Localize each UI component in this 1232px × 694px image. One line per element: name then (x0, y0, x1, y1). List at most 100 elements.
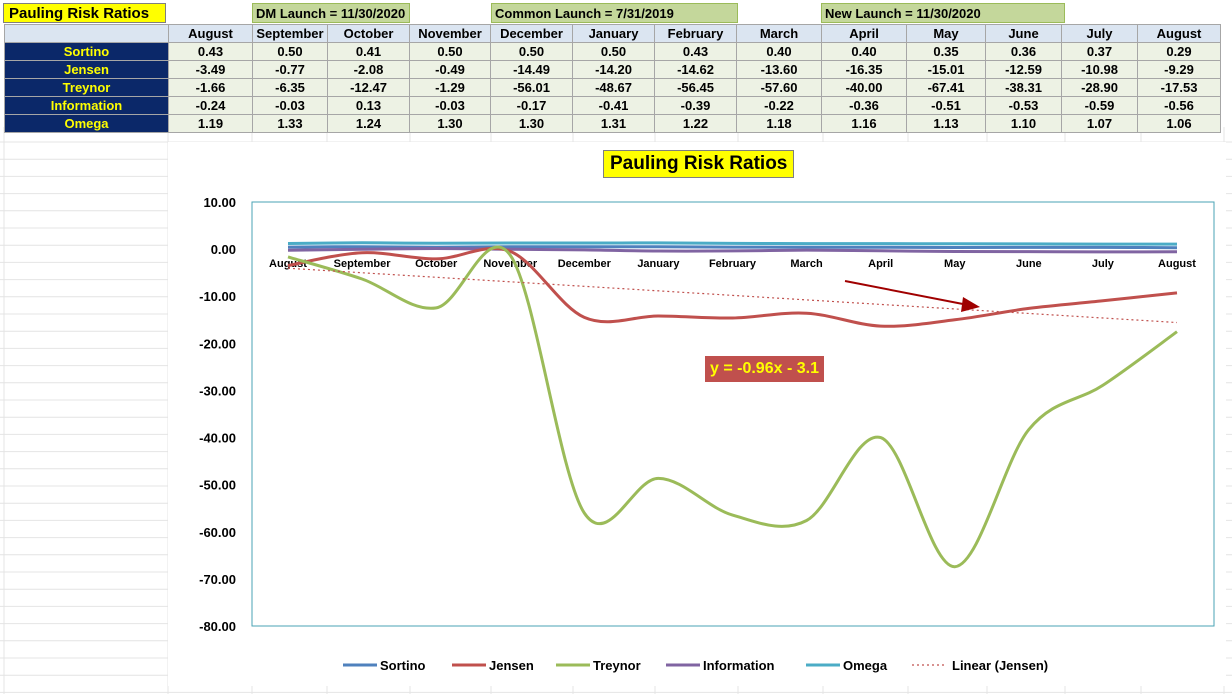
value-cell[interactable]: -67.41 (906, 78, 986, 97)
value-cell[interactable]: -48.67 (572, 78, 655, 97)
x-tick-label: January (637, 258, 680, 270)
value-cell[interactable]: -40.00 (821, 78, 907, 97)
value-cell[interactable]: 0.13 (327, 96, 410, 115)
x-tick-label: October (415, 258, 458, 270)
value-cell[interactable]: -57.60 (736, 78, 822, 97)
value-cell[interactable]: -0.51 (906, 96, 986, 115)
y-tick-label: 10.00 (203, 195, 236, 210)
value-cell[interactable]: 1.22 (654, 114, 737, 133)
value-cell[interactable]: -14.49 (490, 60, 573, 79)
legend-label-information: Information (703, 658, 775, 673)
value-cell[interactable]: -17.53 (1137, 78, 1221, 97)
month-header[interactable]: May (906, 24, 986, 43)
month-header[interactable]: November (409, 24, 491, 43)
value-cell[interactable]: 1.30 (490, 114, 573, 133)
value-cell[interactable]: -0.77 (252, 60, 328, 79)
value-cell[interactable]: 1.30 (409, 114, 491, 133)
value-cell[interactable]: 1.06 (1137, 114, 1221, 133)
table-row: Information -0.24 -0.03 0.13 -0.03 -0.17 -0.41… (4, 96, 1221, 115)
x-tick-label: December (558, 258, 612, 270)
row-label[interactable]: Omega (4, 114, 169, 133)
value-cell[interactable]: -0.22 (736, 96, 822, 115)
value-cell[interactable]: 0.43 (654, 42, 737, 61)
row-label[interactable]: Treynor (4, 78, 169, 97)
value-cell[interactable]: -0.56 (1137, 96, 1221, 115)
value-cell[interactable]: 1.16 (821, 114, 907, 133)
row-label[interactable]: Sortino (4, 42, 169, 61)
value-cell[interactable]: -15.01 (906, 60, 986, 79)
chart-title: Pauling Risk Ratios (603, 150, 795, 178)
value-cell[interactable]: 1.31 (572, 114, 655, 133)
value-cell[interactable]: -28.90 (1061, 78, 1138, 97)
value-cell[interactable]: -14.62 (654, 60, 737, 79)
value-cell[interactable]: -0.59 (1061, 96, 1138, 115)
month-header[interactable]: June (985, 24, 1062, 43)
value-cell[interactable]: 0.41 (327, 42, 410, 61)
table-corner-cell (4, 24, 169, 43)
value-cell[interactable]: 1.19 (168, 114, 253, 133)
value-cell[interactable]: -10.98 (1061, 60, 1138, 79)
new-launch-label: New Launch = 11/30/2020 (821, 3, 1065, 23)
row-label[interactable]: Jensen (4, 60, 169, 79)
value-cell[interactable]: 1.10 (985, 114, 1062, 133)
x-tick-label: May (944, 258, 966, 270)
value-cell[interactable]: -0.24 (168, 96, 253, 115)
value-cell[interactable]: 0.50 (572, 42, 655, 61)
month-header[interactable]: April (821, 24, 907, 43)
y-tick-label: -50.00 (199, 478, 236, 493)
legend-label-sortino: Sortino (380, 658, 426, 673)
value-cell[interactable]: -0.41 (572, 96, 655, 115)
month-header[interactable]: January (572, 24, 655, 43)
value-cell[interactable]: -14.20 (572, 60, 655, 79)
value-cell[interactable]: 1.24 (327, 114, 410, 133)
arrow-icon-head (961, 297, 980, 312)
value-cell[interactable]: 1.13 (906, 114, 986, 133)
month-header[interactable]: September (252, 24, 328, 43)
x-tick-label: April (868, 258, 893, 270)
y-tick-label: -10.00 (199, 289, 236, 304)
x-tick-label: July (1092, 258, 1115, 270)
x-tick-label: September (334, 258, 392, 270)
value-cell[interactable]: -56.45 (654, 78, 737, 97)
value-cell[interactable]: 0.35 (906, 42, 986, 61)
value-cell[interactable]: 0.50 (252, 42, 328, 61)
value-cell[interactable]: 0.43 (168, 42, 253, 61)
month-header[interactable]: December (490, 24, 573, 43)
value-cell[interactable]: -1.29 (409, 78, 491, 97)
legend-label-jensen: Jensen (489, 658, 534, 673)
value-cell[interactable]: 1.07 (1061, 114, 1138, 133)
value-cell[interactable]: -1.66 (168, 78, 253, 97)
x-tick-label: August (1158, 258, 1196, 270)
month-header[interactable]: August (168, 24, 253, 43)
trendline-equation: y = -0.96x - 3.1 (705, 356, 824, 382)
month-header[interactable]: October (327, 24, 410, 43)
y-tick-label: -20.00 (199, 336, 236, 351)
chart-area[interactable] (168, 142, 1226, 686)
table-row: Treynor -1.66 -6.35 -12.47 -1.29 -56.01 -48.67… (4, 78, 1221, 97)
plot-area-border (251, 201, 1215, 627)
x-tick-label: February (709, 258, 757, 270)
value-cell[interactable]: 1.33 (252, 114, 328, 133)
y-tick-label: -70.00 (199, 572, 236, 587)
x-tick-label: March (790, 258, 823, 270)
row-label[interactable]: Information (4, 96, 169, 115)
value-cell[interactable]: 0.37 (1061, 42, 1138, 61)
value-cell[interactable]: 0.50 (409, 42, 491, 61)
value-cell[interactable]: -0.03 (409, 96, 491, 115)
value-cell[interactable]: 0.29 (1137, 42, 1221, 61)
y-tick-label: -30.00 (199, 383, 236, 398)
value-cell[interactable]: -0.53 (985, 96, 1062, 115)
value-cell[interactable]: -0.17 (490, 96, 573, 115)
x-tick-label: June (1016, 258, 1042, 270)
series-line-information (287, 247, 1178, 254)
series-line-omega (287, 241, 1177, 246)
value-cell[interactable]: 0.40 (736, 42, 822, 61)
month-header[interactable]: March (736, 24, 822, 43)
legend-label-trendline: Linear (Jensen) (952, 658, 1048, 673)
value-cell[interactable]: -0.03 (252, 96, 328, 115)
month-header[interactable]: August (1137, 24, 1221, 43)
value-cell[interactable]: -16.35 (821, 60, 907, 79)
value-cell[interactable]: -2.08 (327, 60, 410, 79)
value-cell[interactable]: -12.59 (985, 60, 1062, 79)
